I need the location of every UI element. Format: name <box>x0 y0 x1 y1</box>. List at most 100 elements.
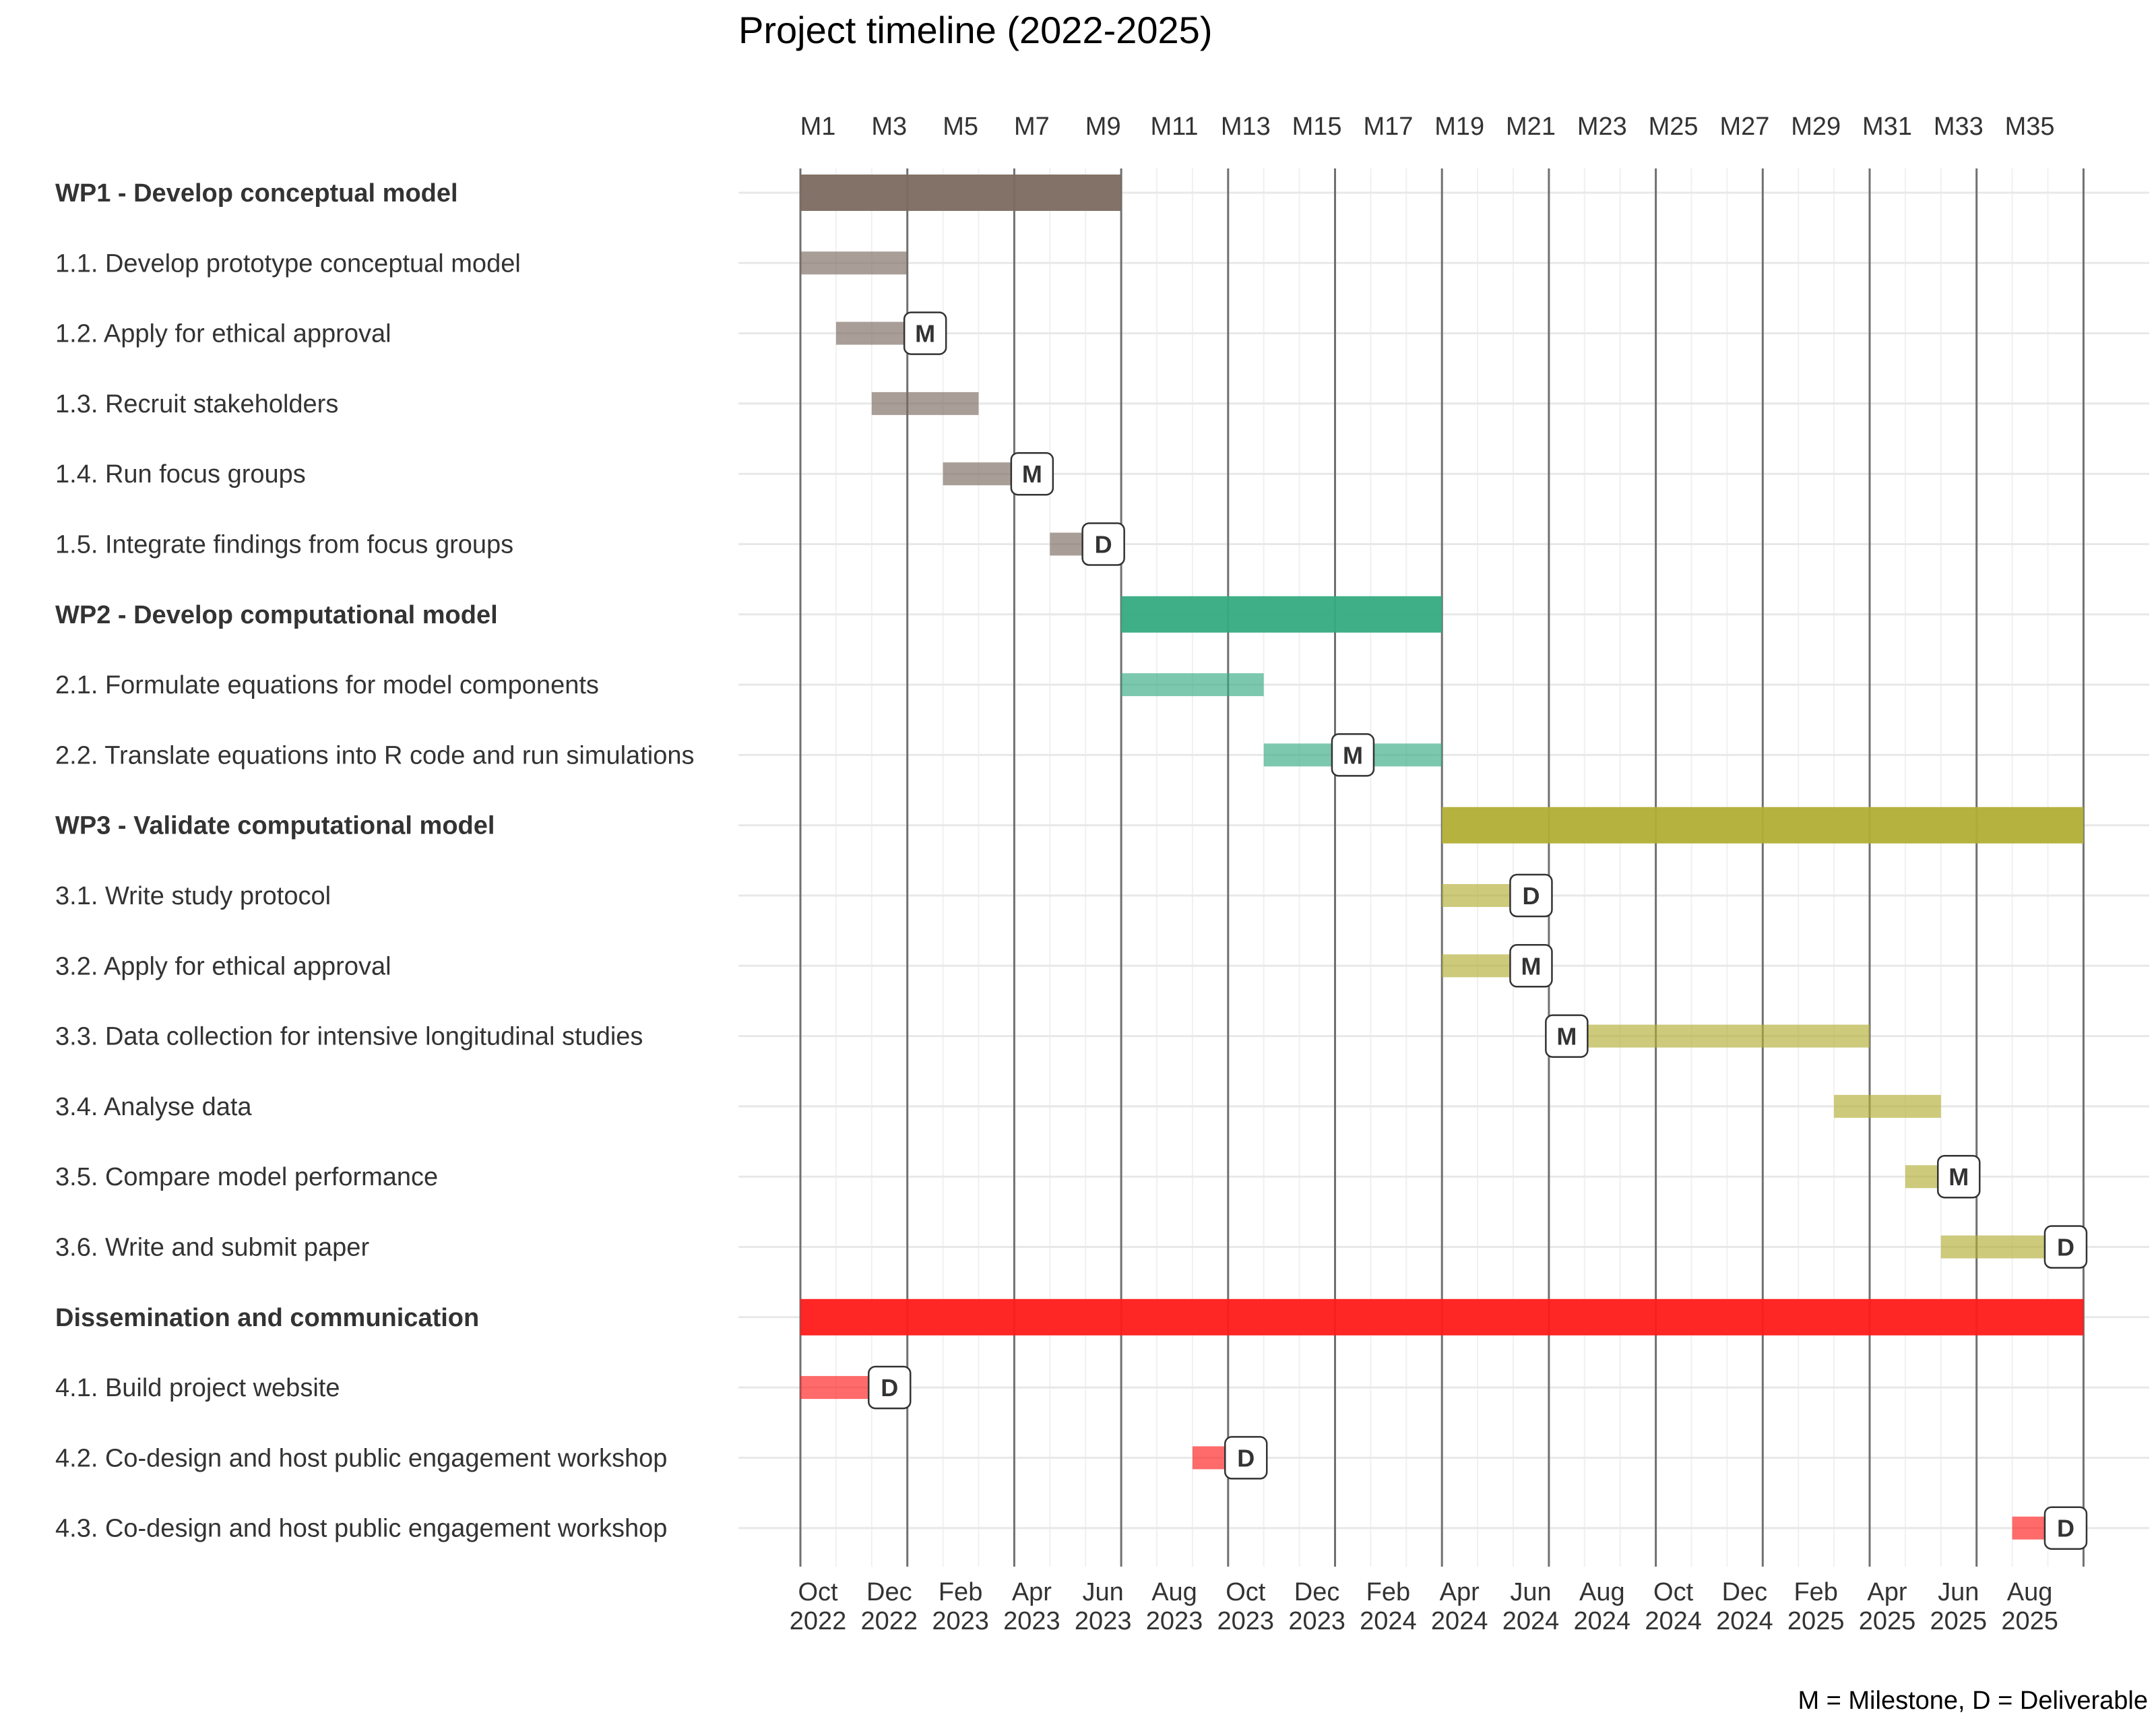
tick-month: Aug <box>1579 1578 1625 1606</box>
deliverable-marker: D <box>1224 1436 1268 1480</box>
task-label: 3.4. Analyse data <box>55 1093 252 1121</box>
task-bar <box>871 391 979 415</box>
top-tick-label: M13 <box>1221 113 1271 141</box>
tick-month: Apr <box>1440 1578 1480 1606</box>
tick-month: Dec <box>1722 1578 1768 1606</box>
tick-year: 2023 <box>1146 1607 1203 1635</box>
tick-month: Aug <box>1151 1578 1197 1606</box>
bottom-tick-label: Aug 2024 <box>1574 1578 1631 1635</box>
top-tick-label: M5 <box>943 113 978 141</box>
top-tick-label: M7 <box>1014 113 1050 141</box>
tick-month: Aug <box>2007 1578 2053 1606</box>
tick-year: 2022 <box>861 1607 918 1635</box>
bottom-tick-label: Aug 2023 <box>1146 1578 1203 1635</box>
top-tick-label: M17 <box>1363 113 1413 141</box>
wp-bar <box>1121 596 1442 633</box>
bottom-tick-label: Jun 2023 <box>1075 1578 1132 1635</box>
tick-year: 2025 <box>1930 1607 1988 1635</box>
task-label: 1.2. Apply for ethical approval <box>55 320 391 348</box>
top-tick-label: M29 <box>1791 113 1841 141</box>
task-label: 2.1. Formulate equations for model compo… <box>55 671 599 699</box>
tick-year: 2023 <box>932 1607 989 1635</box>
tick-year: 2024 <box>1431 1607 1488 1635</box>
tick-year: 2023 <box>1075 1607 1132 1635</box>
task-label: 3.6. Write and submit paper <box>55 1234 369 1262</box>
top-tick-label: M9 <box>1085 113 1121 141</box>
marker-letter: M <box>915 320 935 348</box>
wp-label: WP2 - Develop computational model <box>55 601 498 629</box>
bottom-tick-label: Dec 2024 <box>1716 1578 1773 1635</box>
tick-year: 2024 <box>1716 1607 1773 1635</box>
marker-letter: M <box>1948 1163 1969 1191</box>
marker-letter: D <box>1522 882 1540 910</box>
top-tick-label: M21 <box>1506 113 1556 141</box>
marker-letter: M <box>1343 741 1363 769</box>
milestone-marker: M <box>1010 451 1054 496</box>
tick-year: 2025 <box>1787 1607 1845 1635</box>
marker-letter: D <box>881 1374 898 1402</box>
wp-label: Dissemination and communication <box>55 1304 479 1332</box>
deliverable-marker: D <box>2043 1506 2088 1550</box>
tick-year: 2022 <box>790 1607 847 1635</box>
bottom-tick-label: Dec 2022 <box>861 1578 918 1635</box>
deliverable-marker: D <box>868 1365 912 1410</box>
top-tick-label: M1 <box>800 113 836 141</box>
tick-month: Feb <box>1366 1578 1410 1606</box>
tick-year: 2023 <box>1003 1607 1060 1635</box>
marker-letter: D <box>2057 1515 2074 1542</box>
milestone-marker: M <box>1509 944 1553 988</box>
tick-year: 2024 <box>1502 1607 1560 1635</box>
marker-box <box>868 1365 912 1410</box>
tick-month: Jun <box>1510 1578 1551 1606</box>
task-label: 1.1. Develop prototype conceptual model <box>55 249 521 278</box>
top-tick-label: M23 <box>1577 113 1627 141</box>
milestone-marker: M <box>1331 733 1375 777</box>
top-tick-label: M25 <box>1649 113 1699 141</box>
marker-box <box>1509 944 1553 988</box>
top-tick-label: M35 <box>2005 113 2055 141</box>
task-bar <box>1121 673 1264 697</box>
top-tick-label: M31 <box>1862 113 1912 141</box>
axis-ticks: M1 M3 M5 M7 M9 M11 M13 M15 M17 M19 M21 M23 M25 M27 M29… <box>790 113 2058 1635</box>
task-label: 3.3. Data collection for intensive longi… <box>55 1023 643 1051</box>
bottom-tick-label: Feb 2024 <box>1360 1578 1417 1635</box>
bottom-tick-label: Apr 2024 <box>1431 1578 1488 1635</box>
task-label: 1.4. Run focus groups <box>55 460 306 489</box>
tick-month: Apr <box>1867 1578 1907 1606</box>
marker-box <box>2043 1225 2088 1269</box>
tick-year: 2024 <box>1360 1607 1417 1635</box>
task-label: 2.2. Translate equations into R code and… <box>55 741 694 770</box>
bottom-tick-label: Feb 2023 <box>932 1578 989 1635</box>
deliverable-marker: D <box>1081 522 1125 566</box>
chart-caption: M = Milestone, D = Deliverable <box>1798 1687 2148 1715</box>
marker-box <box>1545 1014 1589 1058</box>
top-tick-label: M15 <box>1292 113 1342 141</box>
bottom-tick-label: Dec 2023 <box>1288 1578 1345 1635</box>
tick-month: Dec <box>866 1578 912 1606</box>
marker-box <box>1509 873 1553 918</box>
tick-year: 2025 <box>2001 1607 2058 1635</box>
tick-month: Oct <box>798 1578 838 1606</box>
tick-month: Dec <box>1294 1578 1340 1606</box>
row-labels: WP1 - Develop conceptual model 1.1. Devel… <box>55 179 694 1543</box>
tick-year: 2025 <box>1859 1607 1916 1635</box>
top-tick-label: M11 <box>1150 113 1198 141</box>
task-bar <box>1566 1024 1870 1048</box>
top-tick-label: M27 <box>1719 113 1769 141</box>
milestone-marker: M <box>903 311 947 355</box>
task-label: 4.1. Build project website <box>55 1374 340 1402</box>
tick-month: Jun <box>1938 1578 1979 1606</box>
top-tick-label: M19 <box>1434 113 1484 141</box>
task-label: 3.5. Compare model performance <box>55 1163 438 1191</box>
tick-month: Apr <box>1012 1578 1052 1606</box>
tick-year: 2023 <box>1217 1607 1275 1635</box>
top-tick-label: M33 <box>1934 113 1984 141</box>
task-label: 1.5. Integrate findings from focus group… <box>55 531 513 559</box>
bottom-tick-label: Feb 2025 <box>1787 1578 1845 1635</box>
task-bar <box>1834 1094 1941 1118</box>
wp-label: WP1 - Develop conceptual model <box>55 179 458 208</box>
task-label: 1.3. Recruit stakeholders <box>55 390 338 418</box>
bars: M M D M D M M M D D D D <box>800 175 2088 1550</box>
bottom-tick-label: Apr 2025 <box>1859 1578 1916 1635</box>
bottom-tick-label: Oct 2022 <box>790 1578 847 1635</box>
